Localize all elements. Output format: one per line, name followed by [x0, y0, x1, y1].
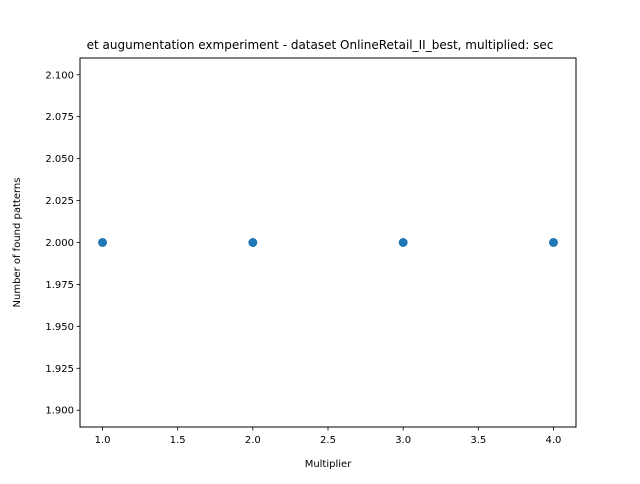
y-tick-label: 2.100	[45, 70, 74, 81]
data-point	[248, 238, 258, 247]
y-axis-ticks: 1.900 1.925 1.950 1.975 2.000 2.025 2.050 2.075…	[45, 70, 80, 417]
y-tick-label: 1.925	[45, 364, 74, 375]
y-tick-label: 2.000	[45, 238, 74, 249]
y-tick-label: 1.950	[45, 322, 74, 333]
y-tick-label: 1.900	[45, 406, 74, 417]
x-tick-label: 1.0	[95, 435, 111, 446]
y-axis-label: Number of found patterns	[12, 178, 23, 308]
x-tick-label: 3.0	[395, 435, 411, 446]
y-tick-label: 1.975	[45, 280, 74, 291]
y-tick-label: 2.050	[45, 154, 74, 165]
x-tick-label: 1.5	[170, 435, 186, 446]
chart-title: et augumentation exmperiment - dataset O…	[87, 38, 554, 52]
data-point	[398, 238, 408, 247]
x-axis-ticks: 1.0 1.5 2.0 2.5 3.0 3.5 4.0	[95, 427, 562, 446]
data-point	[98, 238, 108, 247]
x-tick-label: 2.0	[245, 435, 261, 446]
x-tick-label: 3.5	[470, 435, 486, 446]
plot-frame	[79, 57, 577, 428]
x-tick-label: 4.0	[546, 435, 562, 446]
y-tick-label: 2.025	[45, 196, 74, 207]
x-axis-label: Multiplier	[305, 459, 353, 470]
data-points	[98, 238, 558, 247]
data-point	[548, 238, 558, 247]
y-tick-label: 2.075	[45, 112, 74, 123]
x-tick-label: 2.5	[320, 435, 336, 446]
